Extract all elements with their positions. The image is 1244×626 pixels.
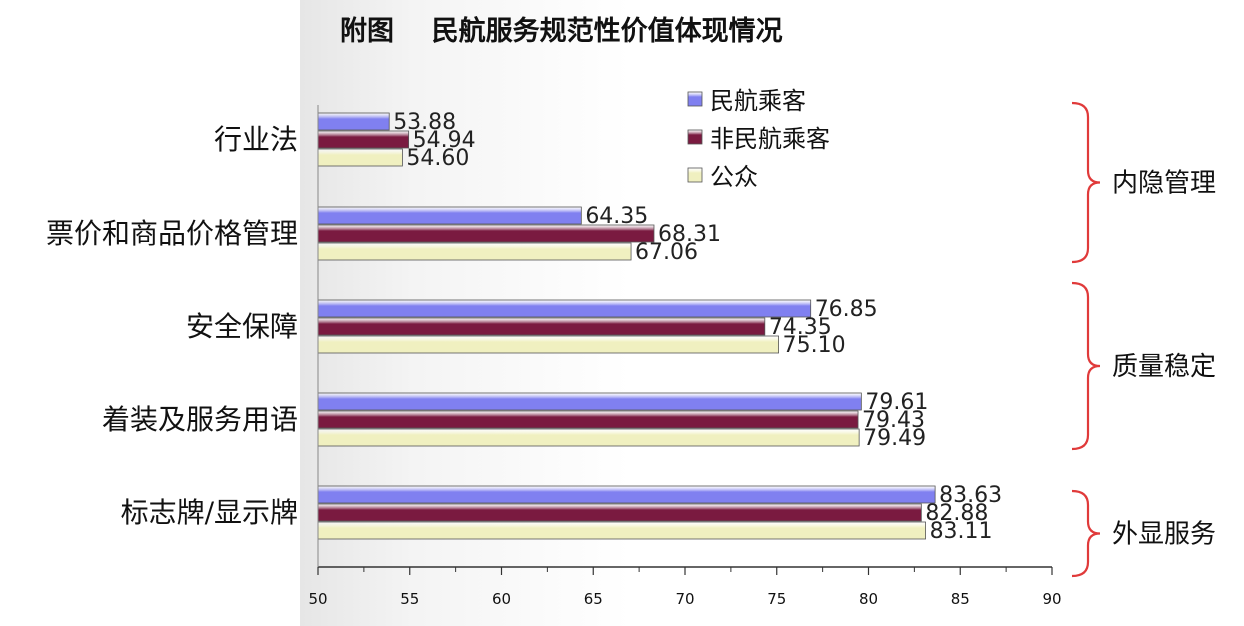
x-tick-label-1: 55 (400, 590, 419, 608)
bar-0-2 (317, 148, 403, 167)
x-tick-label-6: 80 (859, 590, 878, 608)
bar-2-2 (317, 335, 779, 354)
group-label-2: 外显服务 (1112, 520, 1216, 550)
value-label-1-1: 68.31 (658, 222, 721, 247)
value-label-3-2: 79.49 (863, 426, 926, 451)
value-label-0-2: 54.60 (406, 146, 469, 171)
bar-2-0 (317, 299, 812, 318)
value-label-2-0: 76.85 (815, 297, 878, 322)
group-brace-2 (1071, 489, 1101, 578)
bar-3-0 (317, 392, 862, 411)
category-label-4: 标志牌/显示牌 (121, 496, 298, 529)
value-label-2-2: 75.10 (783, 333, 846, 358)
value-label-3-1: 79.43 (862, 408, 925, 433)
group-brace-0 (1071, 101, 1101, 264)
bar-4-1 (317, 503, 922, 522)
value-label-0-1: 54.94 (413, 128, 476, 153)
value-label-2-1: 74.35 (769, 315, 832, 340)
value-label-3-0: 79.61 (865, 390, 928, 415)
category-label-0: 行业法 (214, 123, 298, 156)
x-tick-label-2: 60 (492, 590, 511, 608)
legend-label-0: 民航乘客 (710, 87, 806, 115)
category-label-1: 票价和商品价格管理 (46, 217, 298, 250)
x-tick-label-3: 65 (584, 590, 603, 608)
bar-0-1 (317, 130, 410, 149)
value-label-4-1: 82.88 (925, 501, 988, 526)
bar-3-1 (317, 410, 859, 429)
bar-4-0 (317, 485, 936, 504)
bar-3-2 (317, 428, 860, 447)
bar-1-2 (317, 242, 632, 261)
value-label-4-0: 83.63 (939, 483, 1002, 508)
x-tick-label-5: 75 (767, 590, 786, 608)
chart-title: 附图 民航服务规范性价值体现情况 (340, 15, 783, 47)
bar-1-1 (317, 224, 655, 243)
value-label-4-2: 83.11 (930, 519, 993, 544)
bar-4-2 (317, 521, 926, 540)
legend-swatch-0 (687, 91, 703, 107)
legend-swatch-1 (687, 129, 703, 145)
legend-swatch-2 (687, 167, 703, 183)
category-label-2: 安全保障 (186, 310, 298, 343)
group-brace-1 (1071, 281, 1101, 451)
x-tick-label-0: 50 (308, 590, 327, 608)
value-label-1-2: 67.06 (635, 240, 698, 265)
bar-0-0 (317, 112, 390, 131)
x-tick-label-8: 90 (1042, 590, 1061, 608)
legend-label-1: 非民航乘客 (710, 125, 830, 153)
group-label-1: 质量稳定 (1112, 352, 1216, 382)
legend-label-2: 公众 (710, 163, 758, 191)
x-tick-label-7: 85 (951, 590, 970, 608)
group-label-0: 内隐管理 (1112, 169, 1216, 199)
bar-1-0 (317, 206, 582, 225)
x-tick-label-4: 70 (675, 590, 694, 608)
bar-2-1 (317, 317, 766, 336)
category-label-3: 着装及服务用语 (102, 403, 298, 436)
